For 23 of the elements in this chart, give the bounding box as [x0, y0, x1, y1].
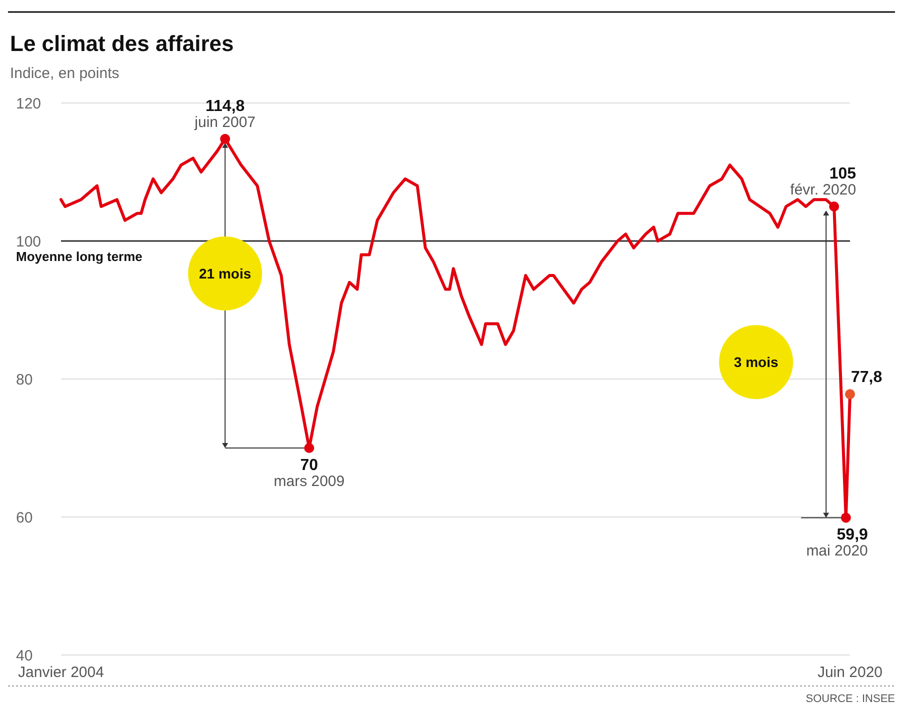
ref-line-label: Moyenne long terme [16, 249, 142, 264]
x-tick-label: Janvier 2004 [18, 664, 104, 681]
y-tick-label: 120 [16, 95, 42, 112]
point [845, 389, 855, 400]
y-tick-label: 80 [16, 371, 33, 388]
chart-title: Le climat des affaires [10, 31, 234, 56]
data-label: 59,9 mai 2020 [806, 526, 868, 560]
data-label: 105 févr. 2020 [790, 166, 856, 198]
y-tick-label: 60 [16, 509, 33, 526]
chart-subtitle: Indice, en points [10, 65, 120, 82]
y-tick-label: 100 [16, 233, 42, 250]
point [829, 202, 840, 212]
data-label: 114,8 juin 2007 [194, 98, 256, 131]
data-label: 70 mars 2009 [274, 457, 345, 490]
point [304, 443, 314, 453]
y-tick-label: 40 [16, 647, 33, 664]
data-label: 77,8 [851, 369, 882, 386]
x-tick-label: Juin 2020 [817, 664, 883, 681]
source-note: SOURCE : INSEE [806, 693, 895, 705]
point [840, 512, 851, 523]
annotation: 21 mois [199, 265, 252, 282]
annotation: 3 mois [734, 354, 778, 370]
point [220, 134, 230, 144]
